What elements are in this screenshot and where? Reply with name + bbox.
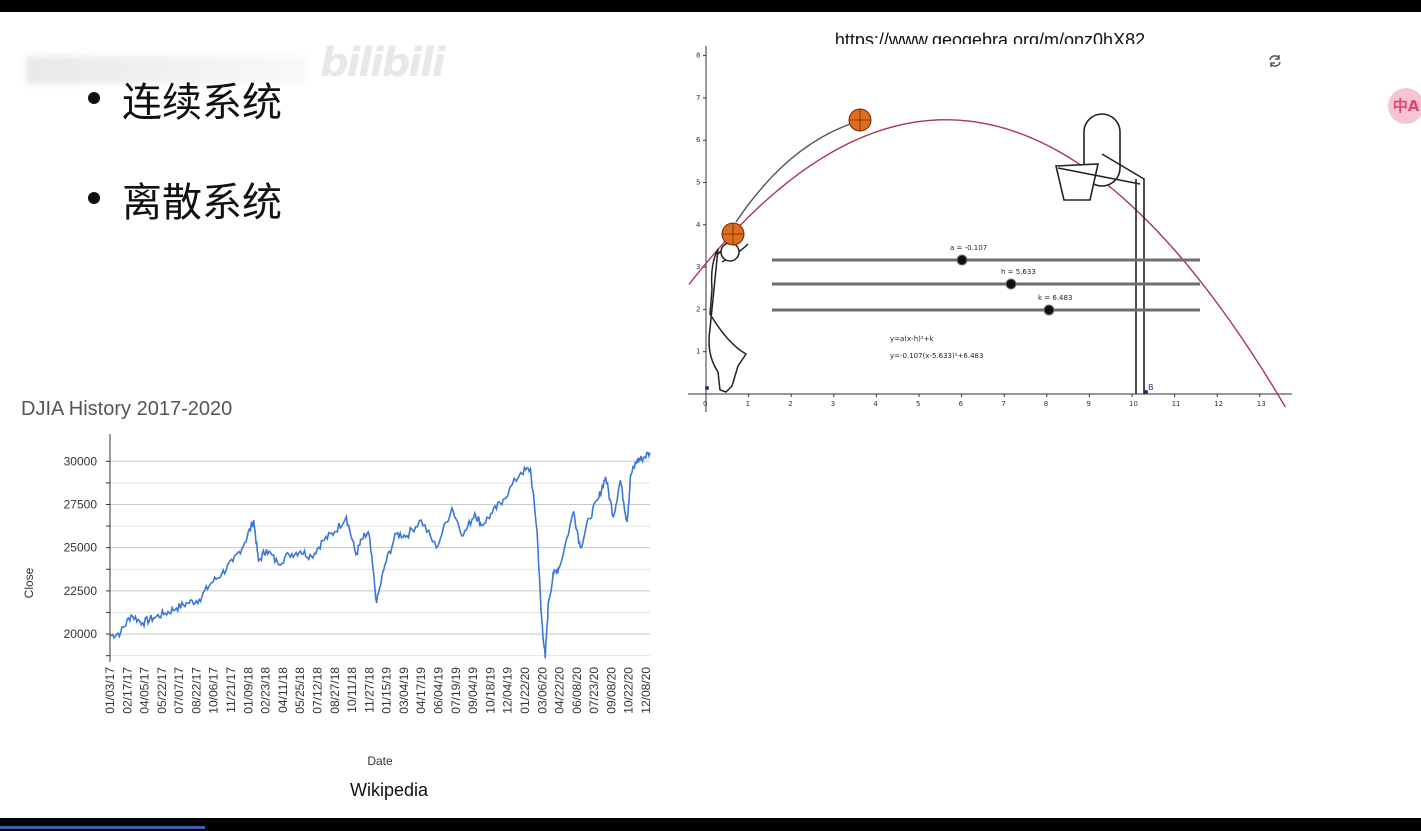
y-tick-label: 3 <box>696 263 700 271</box>
y-tick-label: 20000 <box>64 627 98 641</box>
x-tick-label: 10/11/18 <box>345 667 359 713</box>
translate-badge-icon[interactable]: 中A <box>1388 88 1421 124</box>
x-tick-label: 9 <box>1086 400 1090 408</box>
x-tick-label: 03/06/20 <box>535 667 549 714</box>
ball-trail <box>735 121 857 223</box>
parabola-curve <box>688 119 1287 408</box>
x-tick-label: 12 <box>1214 400 1223 408</box>
slider-label: k = 6.483 <box>1038 294 1072 302</box>
y-axis-label: Close <box>22 567 36 598</box>
x-tick-label: 05/22/17 <box>155 667 169 714</box>
x-tick-label: 07/19/19 <box>449 667 463 714</box>
basketball-icon <box>848 108 872 132</box>
point-a[interactable] <box>705 386 709 390</box>
hoop-icon <box>1055 113 1145 394</box>
djia-chart: DJIA History 2017-2020 20000 22500 25000 27… <box>21 398 653 800</box>
x-tick-label: 04/17/19 <box>414 667 428 714</box>
x-tick-label: 7 <box>1001 400 1005 408</box>
x-tick-label: 10/06/17 <box>207 667 221 714</box>
y-tick-label: 6 <box>696 136 701 144</box>
x-tick-label: 07/07/17 <box>172 667 186 714</box>
slider-knob[interactable] <box>1043 304 1055 316</box>
x-tick-label: 4 <box>873 400 878 408</box>
x-tick-label: 04/11/18 <box>276 667 290 713</box>
x-tick-label: 09/08/20 <box>604 667 618 714</box>
x-tick-label: 07/23/20 <box>587 667 601 714</box>
y-tick-label: 22500 <box>64 584 98 598</box>
chart-title: DJIA History 2017-2020 <box>21 398 232 420</box>
x-tick-label: 07/12/18 <box>310 667 324 714</box>
x-tick-label: 10 <box>1129 400 1138 408</box>
x-tick-label: 06/04/19 <box>432 667 446 714</box>
y-tick-label: 4 <box>696 221 701 229</box>
x-tick-label: 02/23/18 <box>259 667 273 714</box>
source-caption: Wikipedia <box>350 780 429 800</box>
y-axis-ticks: 20000 22500 25000 27500 30000 <box>64 454 98 641</box>
x-tick-label: 01/22/20 <box>518 667 532 714</box>
x-tick-label: 3 <box>831 400 835 408</box>
bullet-dot-icon <box>88 92 100 104</box>
x-tick-label: 8 <box>1044 400 1048 408</box>
refresh-icon[interactable] <box>1269 55 1281 67</box>
x-tick-label: 2 <box>788 400 792 408</box>
bullet-dot-icon <box>88 192 100 204</box>
x-tick-label: 03/04/19 <box>397 667 411 714</box>
bullet-text: 连续系统 <box>122 80 282 126</box>
watermark-smudge <box>26 56 306 84</box>
series-line <box>109 451 651 659</box>
basketball-icon <box>721 222 745 246</box>
slider-label: h = 5.633 <box>1001 268 1036 276</box>
point-b-label: B <box>1148 383 1154 392</box>
x-tick-label: 04/05/17 <box>138 667 152 714</box>
equation-specific: y=-0.107(x-5.633)²+6.483 <box>890 352 983 360</box>
y-tick-label: 7 <box>696 94 700 102</box>
slider-knob[interactable] <box>956 254 968 266</box>
x-tick-label: 01/15/19 <box>380 667 394 714</box>
x-tick-label: 11/27/18 <box>362 667 376 713</box>
x-tick-label: 0 <box>703 400 707 408</box>
chart-grid <box>106 434 650 662</box>
x-tick-label: 10/22/20 <box>622 667 636 714</box>
x-tick-label: 06/08/20 <box>570 667 584 714</box>
video-progress[interactable] <box>0 826 205 829</box>
x-tick-label: 01/03/17 <box>103 667 117 714</box>
x-tick-label: 08/27/18 <box>328 667 342 714</box>
x-tick-label: 1 <box>746 400 750 408</box>
x-tick-label: 11 <box>1172 400 1181 408</box>
x-tick-label: 02/17/17 <box>120 667 134 714</box>
bullet-text: 离散系统 <box>122 180 282 226</box>
equation-general: y=a(x-h)²+k <box>890 335 935 343</box>
top-letterbox <box>0 0 1421 12</box>
y-tick-label: 27500 <box>64 497 98 511</box>
slider-label: a = -0.107 <box>950 244 987 252</box>
y-tick-label: 8 <box>696 52 700 60</box>
x-tick-label: 01/09/18 <box>241 667 255 714</box>
bilibili-watermark: bilibili <box>320 40 446 86</box>
x-tick-label: 04/22/20 <box>553 667 567 714</box>
x-tick-label: 12/08/20 <box>639 667 653 714</box>
y-tick-label: 2 <box>696 305 700 313</box>
x-tick-label: 11/21/17 <box>224 667 238 713</box>
y-tick-label: 1 <box>696 348 700 356</box>
applet-background <box>688 44 1292 414</box>
x-tick-label: 09/04/19 <box>466 667 480 714</box>
slider-group: a = -0.107 h = 5.633 k = 6.483 <box>772 244 1200 316</box>
x-axis-ticks: 01/03/17 02/17/17 04/05/17 05/22/17 07/07/17… <box>103 667 653 714</box>
y-tick-label: 5 <box>696 179 700 187</box>
bottom-letterbox <box>0 818 1421 831</box>
x-tick-label: 13 <box>1257 400 1266 408</box>
y-tick-label: 30000 <box>64 454 98 468</box>
x-tick-label: 12/04/19 <box>501 667 515 714</box>
x-tick-label: 05/25/18 <box>293 667 307 714</box>
x-tick-label: 5 <box>916 400 920 408</box>
x-tick-label: 08/22/17 <box>189 667 203 714</box>
x-axis-label: Date <box>367 754 393 768</box>
y-tick-label: 25000 <box>64 541 98 555</box>
point-b[interactable] <box>1144 390 1148 394</box>
slider-knob[interactable] <box>1005 278 1017 290</box>
x-tick-label: 10/18/19 <box>483 667 497 714</box>
x-tick-label: 6 <box>959 400 964 408</box>
